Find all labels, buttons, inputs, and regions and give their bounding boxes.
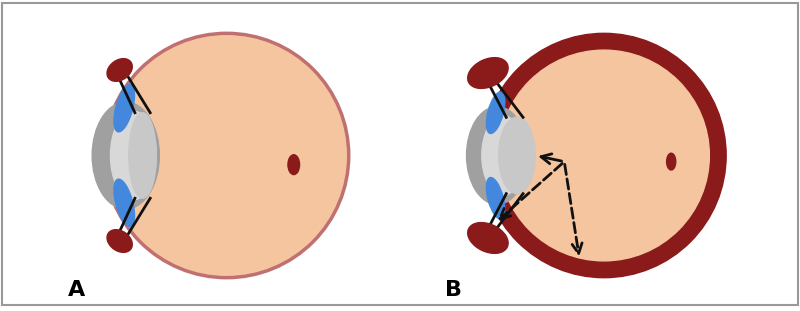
Ellipse shape [468, 223, 508, 253]
Ellipse shape [129, 113, 156, 198]
Ellipse shape [92, 102, 159, 209]
Ellipse shape [288, 155, 299, 174]
Ellipse shape [498, 117, 535, 194]
Ellipse shape [114, 85, 134, 132]
Ellipse shape [107, 230, 132, 252]
Ellipse shape [486, 178, 505, 219]
Ellipse shape [110, 111, 156, 200]
Circle shape [482, 33, 726, 278]
Text: A: A [68, 280, 85, 300]
Circle shape [498, 50, 710, 261]
Ellipse shape [482, 116, 525, 195]
Ellipse shape [486, 92, 505, 133]
Circle shape [104, 33, 349, 278]
Ellipse shape [107, 59, 132, 81]
Ellipse shape [468, 58, 508, 88]
Ellipse shape [666, 153, 676, 170]
Ellipse shape [114, 179, 134, 226]
Ellipse shape [466, 107, 528, 204]
Text: B: B [445, 280, 462, 300]
